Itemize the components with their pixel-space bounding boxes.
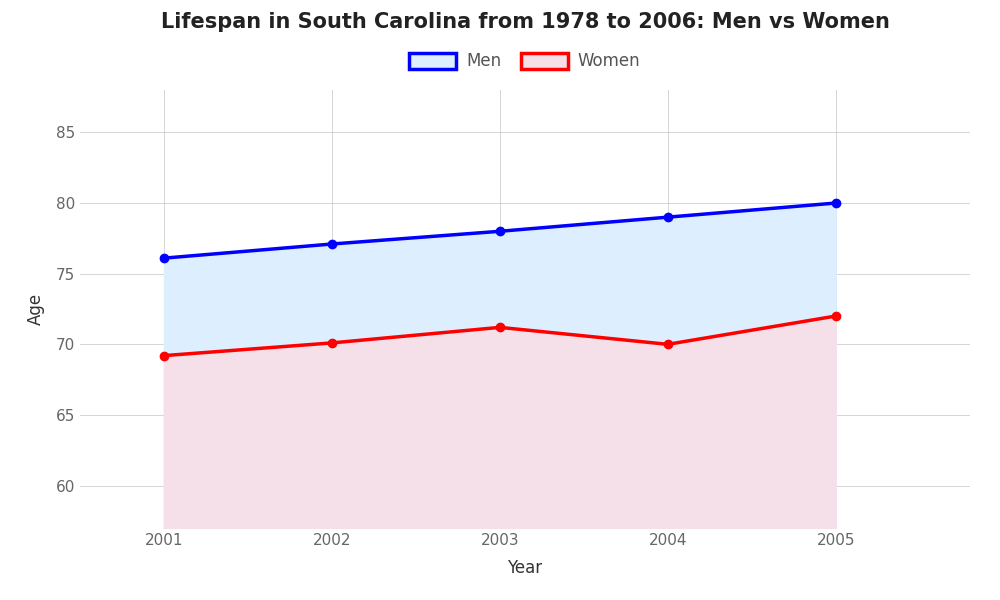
Y-axis label: Age: Age [27, 293, 45, 325]
Title: Lifespan in South Carolina from 1978 to 2006: Men vs Women: Lifespan in South Carolina from 1978 to … [161, 11, 889, 31]
X-axis label: Year: Year [507, 559, 543, 577]
Legend: Men, Women: Men, Women [403, 46, 647, 77]
